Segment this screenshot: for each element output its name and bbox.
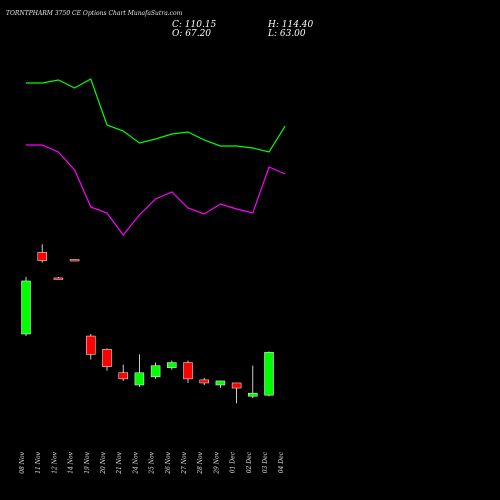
candle-body-up	[150, 365, 161, 378]
close-price-label: C: 110.15	[172, 20, 217, 30]
x-tick-label: 03 Dec	[262, 451, 269, 473]
x-tick-label: 27 Nov	[181, 451, 188, 474]
x-tick-label: 11 Nov	[35, 451, 42, 473]
candle-body-down	[53, 277, 64, 280]
x-tick-label: 26 Nov	[165, 451, 172, 474]
candle-body-down	[118, 372, 128, 380]
x-tick-label: 01 Dec	[230, 451, 237, 473]
x-tick-label: 20 Nov	[100, 451, 107, 474]
x-tick-label: 29 Nov	[213, 451, 220, 474]
x-tick-label: 02 Dec	[246, 451, 253, 473]
open-price-label: O: 67.20	[172, 29, 212, 39]
candle-body-up	[167, 362, 177, 368]
candle-body-down	[231, 382, 242, 389]
candle-body-down	[199, 379, 209, 384]
candle-body-up	[215, 380, 226, 386]
candle-body-up	[134, 372, 145, 386]
x-tick-label: 28 Nov	[197, 451, 204, 474]
candle-body-up	[264, 352, 274, 396]
high-price-label: H: 114.40	[268, 20, 314, 30]
lower-indicator-line	[26, 144, 286, 236]
chart-title: TORNTPHARM 3750 CE Options Chart MunafaS…	[6, 10, 183, 17]
low-price-label: L: 63.00	[268, 29, 306, 39]
candle-body-down	[69, 259, 80, 262]
candle-body-up	[21, 280, 31, 335]
x-tick-label: 25 Nov	[149, 451, 156, 474]
x-tick-label: 24 Nov	[132, 451, 139, 474]
candle-body-up	[248, 392, 258, 397]
x-tick-label: 08 Nov	[19, 451, 26, 473]
candle-body-down	[37, 252, 47, 261]
candle-body-down	[86, 335, 96, 355]
candle-body-down	[102, 349, 112, 367]
x-tick-label: 19 Nov	[84, 451, 91, 473]
upper-indicator-line	[26, 78, 286, 153]
x-tick-label: 04 Dec	[278, 451, 285, 473]
x-tick-label: 21 Nov	[116, 451, 123, 474]
x-tick-label: 14 Nov	[68, 451, 75, 473]
x-tick-label: 12 Nov	[51, 451, 58, 473]
candle-body-down	[183, 362, 193, 380]
